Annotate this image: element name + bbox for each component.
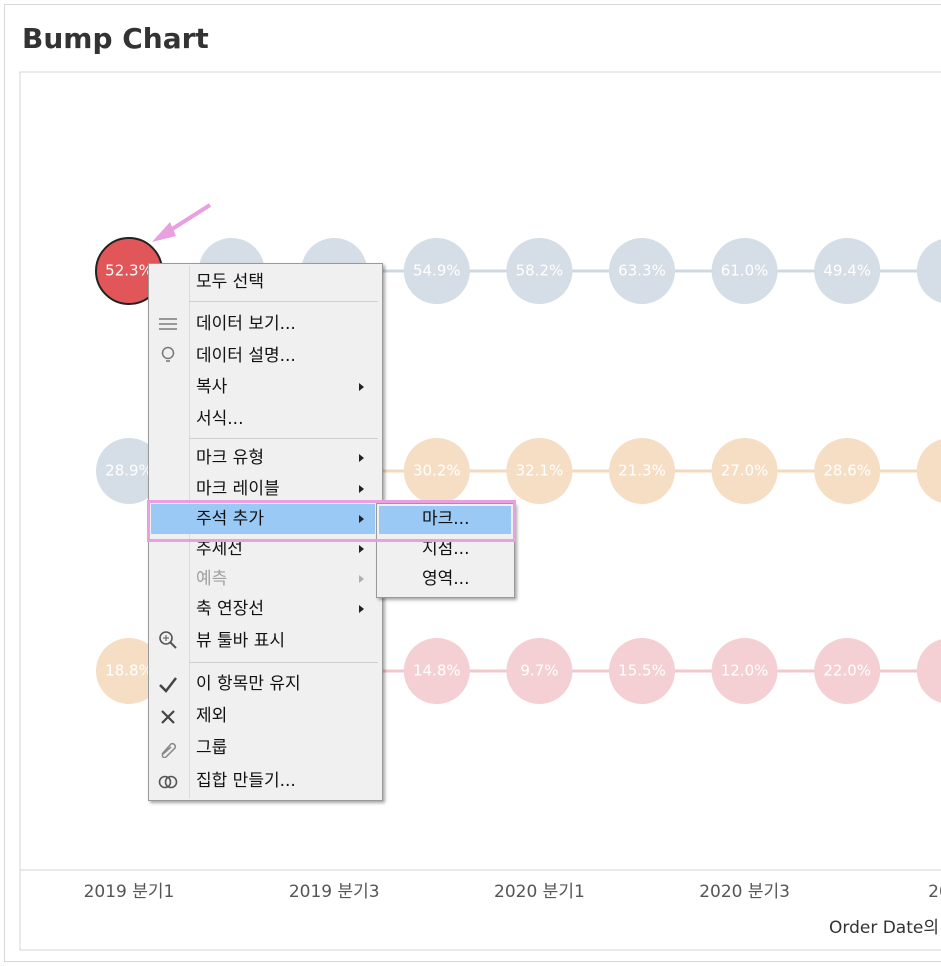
- exclude-icon: [161, 710, 175, 724]
- rank-label: 14.8%: [413, 662, 461, 680]
- rank-circle: [916, 439, 941, 503]
- menu-item[interactable]: 서식...: [196, 409, 244, 429]
- menu-item[interactable]: 데이터 설명...: [196, 346, 296, 366]
- rank-label: 54.9%: [413, 262, 461, 280]
- submenu-arrow: [359, 383, 364, 391]
- menu-item[interactable]: 데이터 보기...: [196, 314, 296, 334]
- submenu-arrow: [359, 575, 364, 583]
- rank-label: 52.3%: [105, 262, 153, 280]
- rank-label: 32.1%: [516, 462, 564, 480]
- rank-circle: [96, 438, 162, 504]
- menu-item[interactable]: 집합 만들기...: [196, 771, 296, 791]
- rank-circle: [711, 238, 778, 304]
- view-data-icon: [159, 318, 177, 330]
- rank-circle: [506, 238, 573, 304]
- rank-label: 27.0%: [721, 462, 769, 480]
- x-tick-label: 2021: [928, 882, 941, 902]
- menu-item[interactable]: 추세선: [196, 539, 243, 559]
- menu-item[interactable]: 제외: [196, 706, 228, 726]
- rank-circle: [609, 638, 675, 704]
- menu-item[interactable]: 주석 추가: [196, 509, 264, 529]
- rank-label: 21.3%: [618, 462, 666, 480]
- submenu-item[interactable]: 마크...: [422, 509, 470, 529]
- rank-label: 61.0%: [721, 262, 769, 280]
- menu-item[interactable]: 그룹: [196, 738, 228, 758]
- menu-item[interactable]: 마크 유형: [196, 448, 264, 468]
- rank-label: 58.2%: [516, 262, 564, 280]
- submenu: 마크... 지점... 영역...: [376, 503, 515, 598]
- rank-label: 22.0%: [823, 662, 871, 680]
- menu-highlight: [151, 504, 375, 534]
- submenu-arrow: [359, 515, 364, 523]
- keep-only-icon: [159, 677, 177, 693]
- rank-circle: [609, 438, 675, 504]
- submenu-arrow: [359, 605, 364, 613]
- submenu-item[interactable]: 지점...: [422, 539, 470, 559]
- rank-label: 30.2%: [413, 462, 461, 480]
- chart-pane: [19, 71, 941, 951]
- explain-icon: [161, 346, 175, 362]
- submenu-item[interactable]: 영역...: [422, 569, 470, 589]
- menu-item[interactable]: 마크 레이블: [196, 479, 280, 499]
- rank-circle: [711, 438, 778, 504]
- worksheet-frame: [4, 4, 941, 962]
- menu-separator: [189, 438, 378, 439]
- rank-circle: [609, 238, 675, 304]
- submenu-arrow: [359, 454, 364, 462]
- rank-circle: [506, 638, 573, 704]
- context-menu: 모두 선택 데이터 보기... 데이터 설명... 복사 서식... 마크 유형…: [148, 263, 383, 801]
- x-tick-label: 2019 분기3: [289, 882, 380, 902]
- x-tick-label: 2019 분기1: [84, 882, 175, 902]
- rank-label: 28.6%: [823, 462, 871, 480]
- rank-circle: [403, 438, 470, 504]
- menu-item[interactable]: 복사: [196, 377, 228, 397]
- x-axis-title: Order Date의: [829, 918, 939, 938]
- rank-circle: [814, 638, 881, 704]
- rank-circle: [506, 438, 573, 504]
- highlight-outline: [147, 500, 516, 542]
- rank-circle: [814, 438, 881, 504]
- menu-separator: [189, 301, 378, 302]
- x-tick-label: 2020 분기3: [699, 882, 790, 902]
- rank-circle: [916, 239, 941, 303]
- submenu-highlight: [379, 506, 511, 534]
- menu-item-disabled: 예측: [196, 569, 228, 589]
- rank-label: 63.3%: [618, 262, 666, 280]
- group-icon: [161, 742, 177, 758]
- menu-item[interactable]: 모두 선택: [196, 272, 264, 292]
- rank-label: 28.9%: [105, 462, 153, 480]
- rank-circle: [916, 639, 941, 703]
- annotation-arrow-head: [152, 222, 176, 242]
- rank-label: 9.7%: [520, 662, 558, 680]
- rank-label: 18.8%: [105, 662, 153, 680]
- rank-label: 12.0%: [721, 662, 769, 680]
- rank-circle: [711, 638, 778, 704]
- submenu-arrow: [359, 545, 364, 553]
- set-icon: [158, 775, 178, 789]
- menu-item[interactable]: 축 연장선: [196, 599, 264, 619]
- rank-circle: [96, 638, 162, 704]
- submenu-arrow: [359, 485, 364, 493]
- menu-separator: [189, 662, 378, 663]
- rank-label: 15.5%: [618, 662, 666, 680]
- rank-circle: [403, 238, 470, 304]
- rank-label: 49.4%: [823, 262, 871, 280]
- zoom-icon: [159, 631, 177, 649]
- sheet-title: Bump Chart: [22, 22, 209, 55]
- rank-circle: [814, 238, 881, 304]
- menu-item[interactable]: 이 항목만 유지: [196, 674, 301, 694]
- x-tick-label: 2020 분기1: [494, 882, 585, 902]
- menu-item[interactable]: 뷰 툴바 표시: [196, 631, 286, 651]
- rank-circle: [403, 638, 470, 704]
